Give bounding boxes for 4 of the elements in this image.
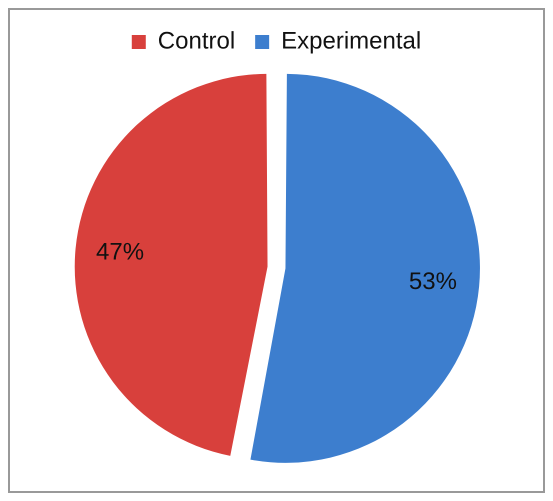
data-label: 53% (408, 268, 457, 295)
legend-label: Control (158, 28, 236, 55)
data-label: 47% (96, 238, 144, 266)
legend-label: Experimental (281, 28, 422, 55)
